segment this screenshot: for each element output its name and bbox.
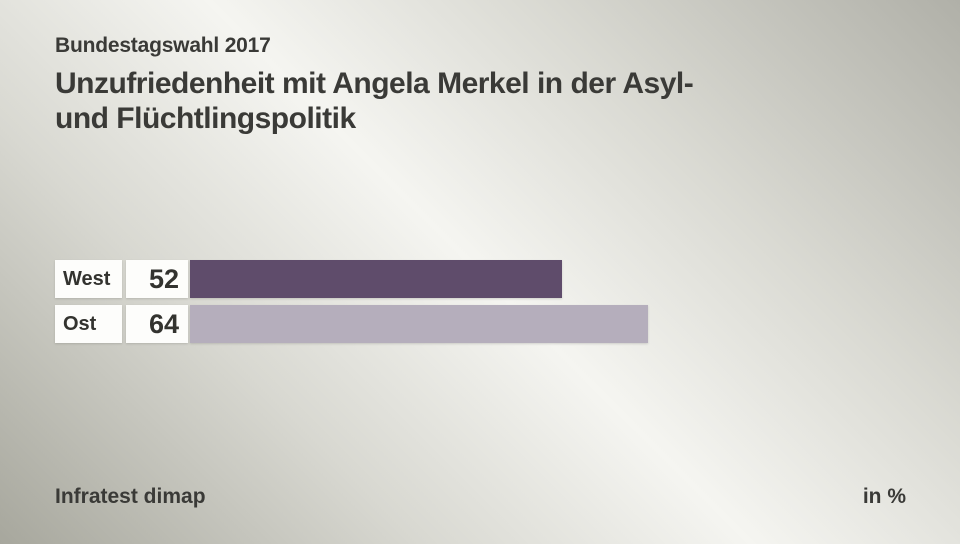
bar-track [190, 305, 906, 343]
value-label: 52 [126, 260, 188, 298]
bar-chart: West 52 Ost 64 [55, 260, 906, 350]
bar-west [190, 260, 563, 298]
kicker: Bundestagswahl 2017 [55, 34, 271, 57]
bar-track [190, 260, 906, 298]
bar-row: West 52 [55, 260, 906, 298]
chart-title: Unzufriedenheit mit Angela Merkel in der… [55, 66, 915, 136]
bar-ost [190, 305, 649, 343]
category-label: West [55, 260, 122, 298]
value-label: 64 [126, 305, 188, 343]
unit-label: in % [862, 485, 906, 508]
chart-title-line-1: Unzufriedenheit mit Angela Merkel in der… [55, 67, 694, 100]
chart-title-line-2: und Flüchtlingspolitik [55, 102, 356, 135]
category-label: Ost [55, 305, 122, 343]
source-credit: Infratest dimap [55, 485, 206, 508]
bar-row: Ost 64 [55, 305, 906, 343]
